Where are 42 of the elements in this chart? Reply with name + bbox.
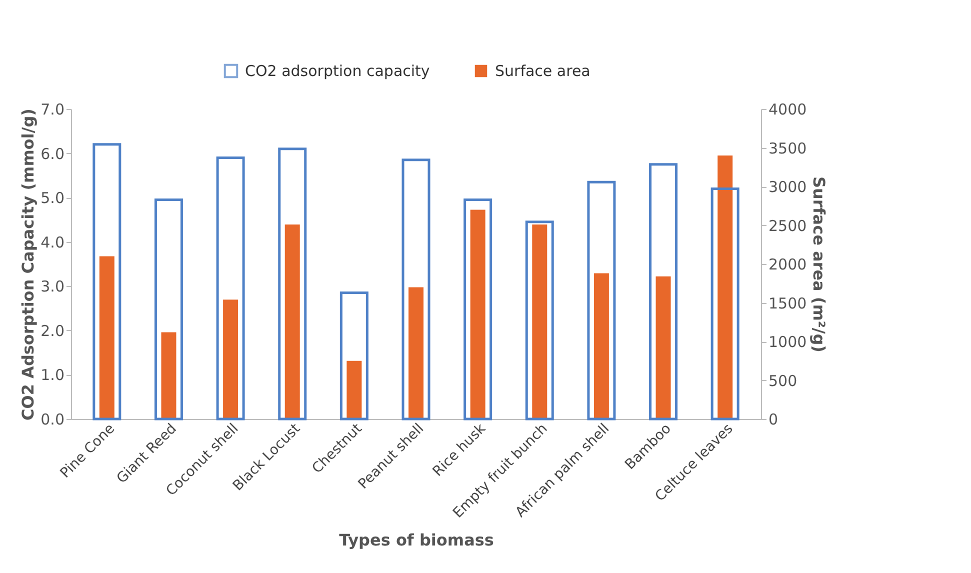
bar xyxy=(284,224,300,419)
y-tick-label: 5.0 xyxy=(40,189,64,208)
y2-tick-label: 4000 xyxy=(768,100,807,118)
bar xyxy=(525,220,554,420)
bar xyxy=(402,158,430,420)
y-tick-label: 6.0 xyxy=(40,144,64,163)
y-tick-label: 1.0 xyxy=(40,366,64,384)
bar xyxy=(161,332,176,419)
bar xyxy=(346,360,362,419)
y2-tick-label: 0 xyxy=(768,410,778,428)
y2-tick-label: 2500 xyxy=(768,216,807,235)
y-tick-label: 4.0 xyxy=(40,233,64,252)
bar xyxy=(587,180,616,420)
bar xyxy=(656,276,671,419)
bar xyxy=(216,156,245,420)
y2-tick-label: 500 xyxy=(768,372,798,390)
y-tick-label: 2.0 xyxy=(40,322,64,340)
bar xyxy=(464,198,492,420)
x-axis-title: Types of biomass xyxy=(339,530,494,550)
y2-tick-label: 3500 xyxy=(768,139,807,158)
bar xyxy=(594,273,609,419)
y-tick-label: 7.0 xyxy=(40,100,64,118)
bar xyxy=(470,210,486,419)
y2-tick-label: 2000 xyxy=(768,256,807,274)
bar xyxy=(278,148,307,420)
y-axis-title: CO2 Adsorption Capacity (mmol/g) xyxy=(18,108,38,420)
y-tick-label: 0.0 xyxy=(40,410,64,428)
bar xyxy=(408,287,424,419)
bar xyxy=(92,143,122,420)
bar xyxy=(649,163,678,420)
bar xyxy=(223,300,238,419)
bar xyxy=(99,256,114,419)
y-tick-label: 3.0 xyxy=(40,278,64,296)
y2-tick-label: 1500 xyxy=(768,294,807,312)
bar xyxy=(340,292,368,420)
legend-label: Surface area xyxy=(495,62,590,80)
legend-label: CO2 adsorption capacity xyxy=(245,62,430,80)
bar xyxy=(154,198,183,420)
y2-axis-title: Surface area (m²/g) xyxy=(810,176,829,352)
y2-tick-label: 1000 xyxy=(768,333,807,351)
y2-tick-label: 3000 xyxy=(768,178,807,196)
bar xyxy=(718,156,733,419)
